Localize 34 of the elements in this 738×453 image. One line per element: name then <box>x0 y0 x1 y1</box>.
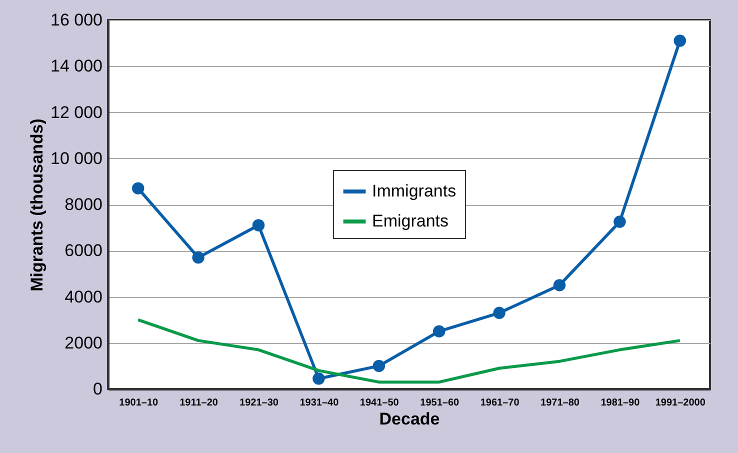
x-tick-label: 1901–10 <box>119 398 158 408</box>
x-tick-label: 1921–30 <box>240 398 279 408</box>
point <box>192 251 204 264</box>
x-tick-label: 1941–50 <box>360 398 400 408</box>
y-tick-label: 4000 <box>64 287 102 306</box>
x-axis-title: Decade <box>379 410 440 428</box>
point <box>614 216 626 228</box>
x-tick-label: 1981–90 <box>600 398 640 408</box>
y-tick-label: 2000 <box>64 333 102 352</box>
point <box>312 372 325 385</box>
x-tick-label: 1961–70 <box>480 398 520 408</box>
y-axis-title: Migrants (thousands) <box>28 118 47 292</box>
x-tick-label: 1951–60 <box>420 398 460 408</box>
x-tick-label: 1971–80 <box>540 398 580 408</box>
y-tick-label: 16 000 <box>50 10 102 30</box>
point <box>553 279 566 292</box>
point <box>674 34 686 47</box>
y-tick-label: 12 000 <box>50 102 102 122</box>
point <box>493 306 506 320</box>
point <box>372 360 386 372</box>
x-tick-label: 1931–40 <box>300 398 340 408</box>
y-tick-label: 8000 <box>64 195 102 214</box>
y-tick-label: 0 <box>93 380 102 398</box>
y-tick-label: 14 000 <box>50 56 102 76</box>
point <box>432 325 446 338</box>
y-tick-label: 6000 <box>64 241 102 260</box>
point <box>132 182 144 194</box>
line-series <box>136 318 682 384</box>
legend-label: Immigrants <box>372 182 456 200</box>
y-tick-label: 10 000 <box>50 148 102 168</box>
x-tick-label: 1911–20 <box>180 398 218 408</box>
legend-label: Emigrants <box>372 212 449 230</box>
x-tick-label: 1991–2000 <box>655 398 706 408</box>
point <box>252 219 265 232</box>
